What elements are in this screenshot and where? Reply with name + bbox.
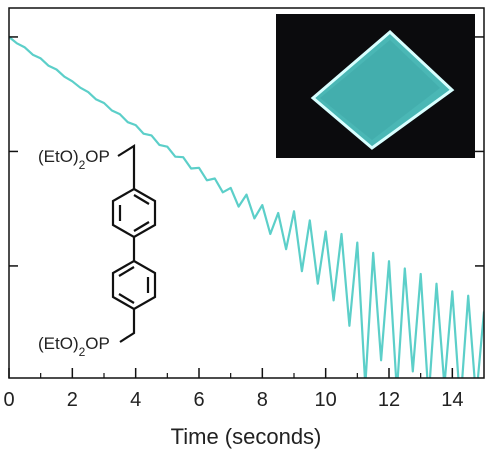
structure-label-part: OP [85, 147, 110, 166]
x-axis-label: Time (seconds) [171, 424, 322, 449]
x-tick-label: 6 [193, 389, 204, 411]
data-line [9, 36, 484, 378]
structure-label: (EtO)2OP [38, 334, 110, 359]
structure-label-part: (EtO) [38, 334, 79, 353]
structure-label-part: (EtO) [38, 147, 79, 166]
x-tick-label: 12 [378, 389, 400, 411]
plot-frame [8, 7, 485, 379]
x-tick-label: 4 [130, 389, 141, 411]
x-tick-label: 2 [67, 389, 78, 411]
x-tick-label: 10 [315, 389, 337, 411]
x-tick-label: 8 [257, 389, 268, 411]
plot-area [9, 36, 484, 378]
inset-photo [276, 14, 475, 158]
x-tick-label: 0 [3, 389, 14, 411]
structure-label-part: 2 [79, 345, 86, 359]
structure-label: (EtO)2OP [38, 147, 110, 172]
x-tick-label: 14 [441, 389, 463, 411]
structure-label-part: OP [85, 334, 110, 353]
structure-label-part: 2 [79, 158, 86, 172]
molecule [111, 144, 157, 343]
